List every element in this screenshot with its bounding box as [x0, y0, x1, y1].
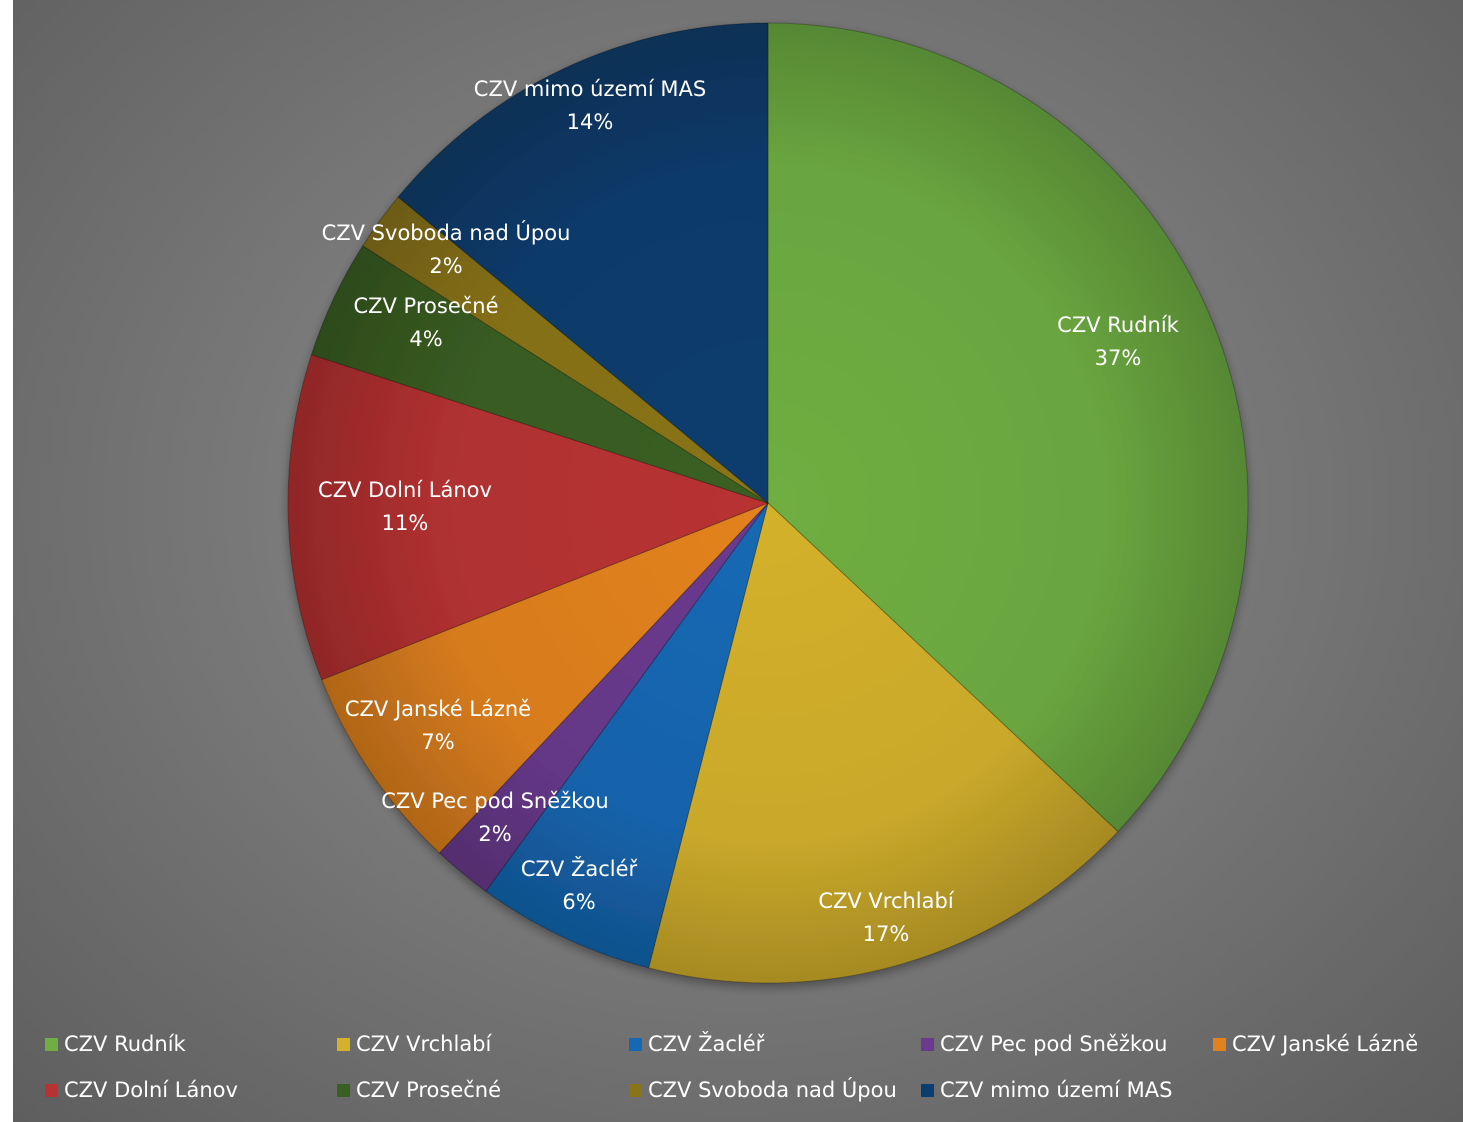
legend-label: CZV Vrchlabí: [356, 1032, 492, 1056]
legend-swatch: [629, 1083, 642, 1097]
pie-chart: CZV Rudník 37% CZV Vrchlabí 17% CZV Žacléř 6%…: [287, 22, 1249, 984]
legend: CZV Rudník CZV Vrchlabí CZV Žacléř CZV Pec …: [45, 1028, 1455, 1118]
slice-label-czv-mimo-uzemi-mas: CZV mimo území MAS: [474, 77, 706, 101]
slice-label-czv-janske-lazne: CZV Janské Lázně: [345, 697, 531, 721]
pie-slice-shade-czv-vrchlabi: [648, 503, 1118, 983]
legend-label: CZV Prosečné: [356, 1078, 502, 1102]
legend-item-czv-mimo-uzemi-mas: CZV mimo území MAS: [921, 1074, 1172, 1106]
legend-label: CZV Dolní Lánov: [64, 1078, 238, 1102]
chart-area: CZV Rudník 37% CZV Vrchlabí 17% CZV Žacléř 6%…: [13, 0, 1463, 1122]
pie-slice-shade-czv-zacler: [485, 503, 768, 968]
slice-percent-czv-vrchlabi: 17%: [863, 922, 910, 946]
pie-slice-shade-czv-prosecne: [311, 245, 768, 504]
legend-item-czv-pec-pod-snezkou: CZV Pec pod Sněžkou: [921, 1028, 1167, 1060]
legend-swatch: [337, 1083, 350, 1097]
slice-label-czv-svoboda-nad-upou: CZV Svoboda nad Úpou: [322, 220, 571, 245]
slice-percent-czv-zacler: 6%: [562, 890, 595, 914]
slice-percent-czv-prosecne: 4%: [409, 327, 442, 351]
legend-item-czv-prosecne: CZV Prosečné: [337, 1074, 501, 1106]
slice-percent-czv-pec-pod-snezkou: 2%: [478, 822, 511, 846]
legend-label: CZV Janské Lázně: [1232, 1032, 1419, 1056]
slice-label-czv-zacler: CZV Žacléř: [521, 856, 638, 881]
slice-label-czv-rudnik: CZV Rudník: [1057, 313, 1180, 337]
legend-item-czv-zacler: CZV Žacléř: [629, 1028, 764, 1060]
legend-label: CZV Žacléř: [648, 1032, 765, 1056]
legend-swatch: [1213, 1037, 1226, 1051]
slice-percent-czv-mimo-uzemi-mas: 14%: [567, 110, 614, 134]
legend-swatch: [45, 1083, 58, 1097]
slice-label-czv-prosecne: CZV Prosečné: [353, 294, 498, 318]
legend-label: CZV Pec pod Sněžkou: [940, 1032, 1168, 1056]
legend-item-czv-janske-lazne: CZV Janské Lázně: [1213, 1028, 1418, 1060]
slice-percent-czv-janske-lazne: 7%: [421, 730, 454, 754]
legend-item-czv-vrchlabi: CZV Vrchlabí: [337, 1028, 491, 1060]
legend-swatch: [337, 1037, 350, 1051]
legend-swatch: [629, 1037, 642, 1051]
pie-slice-shade-czv-mimo-uzemi-mas: [398, 23, 768, 503]
slice-percent-czv-dolni-lanov: 11%: [382, 511, 429, 535]
legend-item-czv-rudnik: CZV Rudník: [45, 1028, 186, 1060]
legend-swatch: [921, 1037, 934, 1051]
legend-label: CZV Svoboda nad Úpou: [648, 1078, 897, 1102]
pie-slice-shade-czv-svoboda-nad-upou: [362, 197, 768, 504]
pie-slice-shade-czv-pec-pod-snezkou: [439, 503, 768, 892]
pie-slice-shade-czv-janske-lazne: [321, 503, 768, 853]
pie-slice-shade-czv-dolni-lanov: [287, 354, 768, 680]
legend-label: CZV Rudník: [64, 1032, 186, 1056]
slice-label-czv-dolni-lanov: CZV Dolní Lánov: [318, 478, 492, 502]
legend-swatch: [921, 1083, 934, 1097]
slice-percent-czv-rudnik: 37%: [1095, 346, 1142, 370]
pie-slice-shade-czv-rudnik: [768, 23, 1248, 832]
slice-label-czv-pec-pod-snezkou: CZV Pec pod Sněžkou: [381, 789, 608, 813]
slice-label-czv-vrchlabi: CZV Vrchlabí: [818, 889, 955, 913]
legend-swatch: [45, 1037, 58, 1051]
legend-label: CZV mimo území MAS: [940, 1078, 1173, 1102]
legend-item-czv-dolni-lanov: CZV Dolní Lánov: [45, 1074, 238, 1106]
legend-item-czv-svoboda-nad-upou: CZV Svoboda nad Úpou: [629, 1074, 897, 1106]
slice-percent-czv-svoboda-nad-upou: 2%: [429, 254, 462, 278]
